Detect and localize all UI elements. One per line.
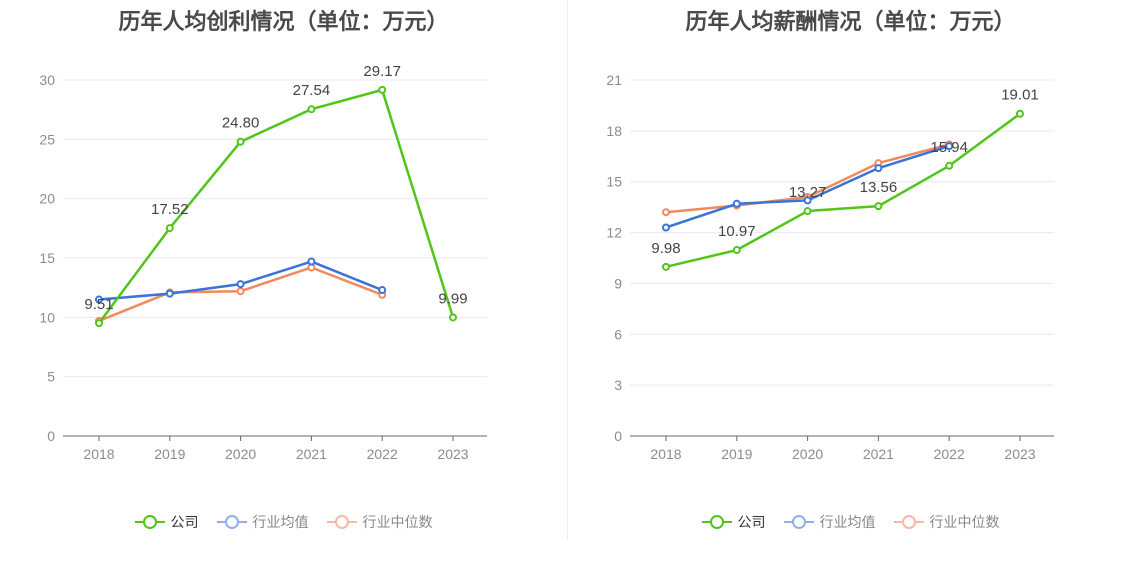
legend-marker-icon: [134, 513, 165, 531]
legend-label: 公司: [170, 514, 199, 530]
legend-item-industry-average[interactable]: 行业均值: [216, 512, 309, 532]
legend-marker-icon: [216, 513, 247, 531]
y-tick-label: 15: [606, 174, 622, 190]
x-tick-label: 2022: [367, 446, 398, 462]
company-series-point[interactable]: [307, 105, 316, 114]
data-label: 19.01: [1001, 87, 1039, 104]
panel-divider: [567, 0, 568, 540]
legend-marker-icon: [326, 513, 357, 531]
data-label: 13.27: [789, 184, 827, 201]
y-tick-label: 12: [606, 225, 622, 241]
y-tick-label: 15: [39, 250, 55, 266]
company-series-line: [665, 112, 1021, 269]
profit-chart-panel: 历年人均创利情况（单位：万元） 0 5 10 15 20 25 30 2018 2019 2020…: [0, 9, 567, 532]
company-series-point[interactable]: [1016, 109, 1024, 118]
salary-line-chart: 0 3 6 9 12 15 18 21 2018 2019 2020 2021 2022 2023 9.98…: [606, 72, 1054, 462]
y-tick-label: 20: [39, 191, 55, 207]
y-tick-label: 30: [39, 72, 55, 88]
data-label: 29.17: [363, 63, 401, 80]
industry-average-series-point[interactable]: [95, 295, 103, 304]
x-tick-label: 2020: [225, 446, 256, 462]
legend-item-industry-average[interactable]: 行业均值: [783, 512, 876, 532]
company-series-point[interactable]: [165, 224, 174, 233]
x-tick-label: 2022: [934, 446, 965, 462]
y-tick-label: 3: [614, 377, 622, 393]
x-tick-label: 2019: [721, 446, 752, 462]
x-tick-label: 2020: [792, 446, 823, 462]
company-series-point[interactable]: [378, 85, 387, 94]
legend-marker-icon: [783, 513, 814, 531]
y-tick-label: 9: [614, 275, 622, 291]
industry-average-series-point[interactable]: [732, 199, 741, 208]
company-series-point[interactable]: [803, 207, 812, 216]
company-series-point[interactable]: [732, 246, 741, 255]
salary-chart-panel: 历年人均薪酬情况（单位：万元） 0 3 6 9 12 15 18 21 2018 2019 2020…: [567, 0, 1134, 582]
company-series-point[interactable]: [874, 202, 883, 211]
legend-label: 行业中位数: [362, 514, 433, 530]
data-label: 17.52: [151, 201, 189, 218]
legend-label: 公司: [737, 514, 766, 530]
x-tick-label: 2018: [650, 446, 681, 462]
data-label: 24.80: [222, 115, 260, 132]
data-label: 10.97: [718, 223, 756, 240]
y-tick-label: 21: [606, 72, 622, 88]
company-series-line: [97, 88, 455, 324]
industry-average-series-point[interactable]: [803, 196, 812, 205]
x-tick-label: 2021: [863, 446, 894, 462]
data-label: 27.54: [293, 82, 331, 99]
data-label: 9.99: [438, 290, 467, 307]
y-tick-label: 25: [39, 131, 55, 147]
industry-average-series-point[interactable]: [307, 257, 316, 266]
legend-marker-icon: [893, 513, 924, 531]
y-tick-label: 18: [606, 123, 622, 139]
company-series-point[interactable]: [236, 137, 245, 146]
data-label: 9.98: [651, 240, 680, 257]
x-tick-label: 2018: [83, 446, 114, 462]
company-series-point[interactable]: [95, 319, 103, 328]
legend-item-industry-median[interactable]: 行业中位数: [326, 512, 433, 532]
industry-average-series-point[interactable]: [662, 223, 670, 232]
data-label: 13.56: [860, 179, 898, 196]
industry-average-series-point[interactable]: [874, 164, 883, 173]
y-tick-label: 0: [614, 428, 622, 444]
industry-average-series-point[interactable]: [378, 286, 387, 295]
chart-title: 历年人均薪酬情况（单位：万元）: [685, 9, 1016, 34]
chart-title: 历年人均创利情况（单位：万元）: [118, 9, 449, 34]
x-tick-label: 2023: [437, 446, 468, 462]
company-series-point[interactable]: [662, 262, 670, 271]
y-tick-label: 0: [47, 428, 55, 444]
industry-median-series-point[interactable]: [236, 287, 245, 296]
x-tick-label: 2023: [1004, 446, 1035, 462]
company-series-point[interactable]: [449, 313, 457, 322]
profit-line-chart: 0 5 10 15 20 25 30 2018 2019 2020 2021 2022 2023 9.51…: [39, 63, 487, 462]
industry-average-series-point[interactable]: [945, 142, 954, 151]
legend-label: 行业均值: [252, 514, 309, 530]
y-tick-label: 10: [39, 309, 55, 325]
legend-item-company[interactable]: 公司: [134, 512, 199, 532]
x-tick-label: 2019: [154, 446, 185, 462]
legend: 公司 行业均值 行业中位数: [567, 512, 1134, 532]
legend: 公司 行业均值 行业中位数: [0, 512, 567, 532]
y-tick-label: 5: [47, 369, 55, 385]
data-label: 9.51: [84, 296, 113, 313]
y-tick-label: 6: [614, 326, 622, 342]
industry-average-series-point[interactable]: [165, 289, 174, 298]
industry-median-series-point[interactable]: [662, 208, 670, 217]
company-series-point[interactable]: [945, 161, 954, 170]
legend-marker-icon: [701, 513, 732, 531]
data-label: 15.94: [930, 139, 968, 156]
legend-item-company[interactable]: 公司: [701, 512, 766, 532]
legend-label: 行业均值: [819, 514, 876, 530]
legend-label: 行业中位数: [929, 514, 1000, 530]
industry-average-series-point[interactable]: [236, 280, 245, 289]
x-tick-label: 2021: [296, 446, 327, 462]
legend-item-industry-median[interactable]: 行业中位数: [893, 512, 1000, 532]
